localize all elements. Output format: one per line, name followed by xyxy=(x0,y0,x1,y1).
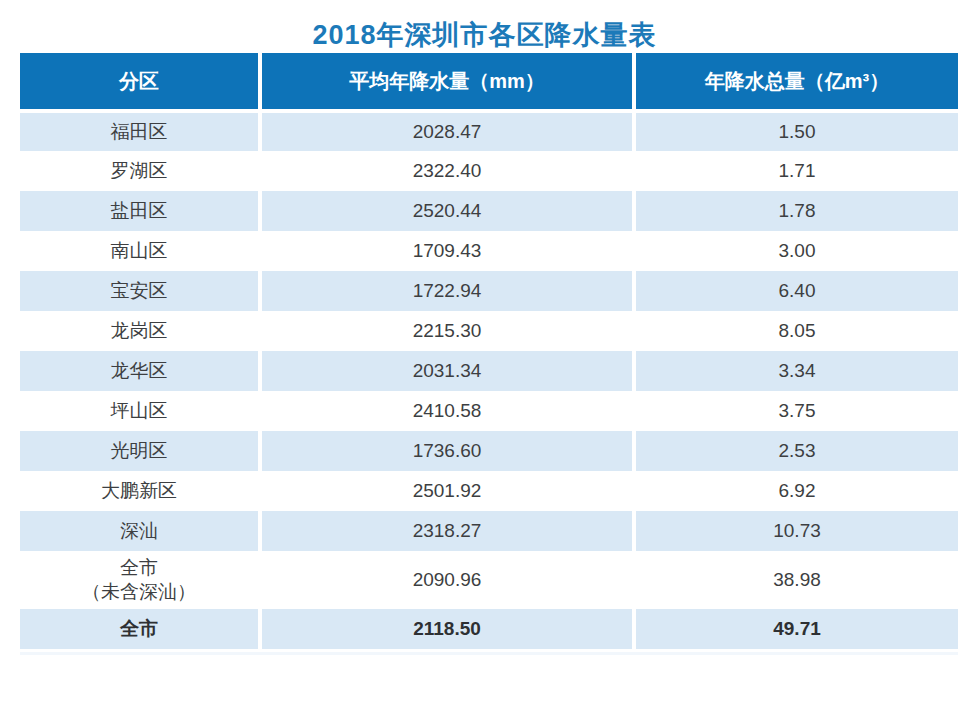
page-title: 2018年深圳市各区降水量表 xyxy=(0,0,969,52)
avg-rainfall-cell: 1736.60 xyxy=(260,431,634,471)
table-row: 光明区 1736.60 2.53 xyxy=(20,431,958,471)
district-cell: 大鹏新区 xyxy=(20,471,260,511)
column-header-avg-rainfall: 平均年降水量（mm） xyxy=(260,53,634,111)
table-row: 福田区 2028.47 1.50 xyxy=(20,111,958,151)
avg-rainfall-cell: 2090.96 xyxy=(260,551,634,609)
total-rainfall-cell: 1.50 xyxy=(634,111,958,151)
table-row: 龙岗区 2215.30 8.05 xyxy=(20,311,958,351)
total-rainfall-cell: 1.78 xyxy=(634,191,958,231)
total-rainfall-cell: 1.71 xyxy=(634,151,958,191)
avg-rainfall-cell: 1722.94 xyxy=(260,271,634,311)
avg-rainfall-cell: 2410.58 xyxy=(260,391,634,431)
district-cell: 福田区 xyxy=(20,111,260,151)
total-rainfall-cell: 2.53 xyxy=(634,431,958,471)
table-row: 龙华区 2031.34 3.34 xyxy=(20,351,958,391)
total-rainfall-cell: 3.34 xyxy=(634,351,958,391)
table-row: 深汕 2318.27 10.73 xyxy=(20,511,958,551)
avg-rainfall-cell: 2318.27 xyxy=(260,511,634,551)
table-row: 坪山区 2410.58 3.75 xyxy=(20,391,958,431)
table-row: 大鹏新区 2501.92 6.92 xyxy=(20,471,958,511)
total-rainfall-cell: 38.98 xyxy=(634,551,958,609)
district-cell: 南山区 xyxy=(20,231,260,271)
rainfall-table: 分区 平均年降水量（mm） 年降水总量（亿m³） 福田区 2028.47 1.5… xyxy=(20,53,958,649)
district-cell: 宝安区 xyxy=(20,271,260,311)
district-cell: 龙岗区 xyxy=(20,311,260,351)
table-row-citywide-total: 全市 2118.50 49.71 xyxy=(20,609,958,649)
table-bottom-divider xyxy=(20,652,958,655)
district-cell: 盐田区 xyxy=(20,191,260,231)
page: 2018年深圳市各区降水量表 分区 平均年降水量（mm） 年降水总量（亿m³） … xyxy=(0,0,969,709)
district-cell: 罗湖区 xyxy=(20,151,260,191)
district-cell: 全市 （未含深汕） xyxy=(20,551,260,609)
district-cell: 深汕 xyxy=(20,511,260,551)
table-row: 全市 （未含深汕） 2090.96 38.98 xyxy=(20,551,958,609)
district-cell: 光明区 xyxy=(20,431,260,471)
header-row: 分区 平均年降水量（mm） 年降水总量（亿m³） xyxy=(20,53,958,111)
avg-rainfall-cell: 2215.30 xyxy=(260,311,634,351)
district-cell: 龙华区 xyxy=(20,351,260,391)
total-rainfall-cell: 8.05 xyxy=(634,311,958,351)
column-header-district: 分区 xyxy=(20,53,260,111)
avg-rainfall-cell: 2322.40 xyxy=(260,151,634,191)
district-cell: 全市 xyxy=(20,609,260,649)
avg-rainfall-cell: 2031.34 xyxy=(260,351,634,391)
avg-rainfall-cell: 1709.43 xyxy=(260,231,634,271)
total-rainfall-cell: 6.40 xyxy=(634,271,958,311)
table-header: 分区 平均年降水量（mm） 年降水总量（亿m³） xyxy=(20,53,958,111)
avg-rainfall-cell: 2501.92 xyxy=(260,471,634,511)
table-row: 罗湖区 2322.40 1.71 xyxy=(20,151,958,191)
avg-rainfall-cell: 2118.50 xyxy=(260,609,634,649)
table-body: 福田区 2028.47 1.50 罗湖区 2322.40 1.71 盐田区 25… xyxy=(20,111,958,649)
table-row: 宝安区 1722.94 6.40 xyxy=(20,271,958,311)
district-cell: 坪山区 xyxy=(20,391,260,431)
avg-rainfall-cell: 2028.47 xyxy=(260,111,634,151)
total-rainfall-cell: 3.75 xyxy=(634,391,958,431)
avg-rainfall-cell: 2520.44 xyxy=(260,191,634,231)
total-rainfall-cell: 10.73 xyxy=(634,511,958,551)
table-row: 盐田区 2520.44 1.78 xyxy=(20,191,958,231)
total-rainfall-cell: 49.71 xyxy=(634,609,958,649)
table-row: 南山区 1709.43 3.00 xyxy=(20,231,958,271)
total-rainfall-cell: 6.92 xyxy=(634,471,958,511)
column-header-total-rainfall: 年降水总量（亿m³） xyxy=(634,53,958,111)
total-rainfall-cell: 3.00 xyxy=(634,231,958,271)
